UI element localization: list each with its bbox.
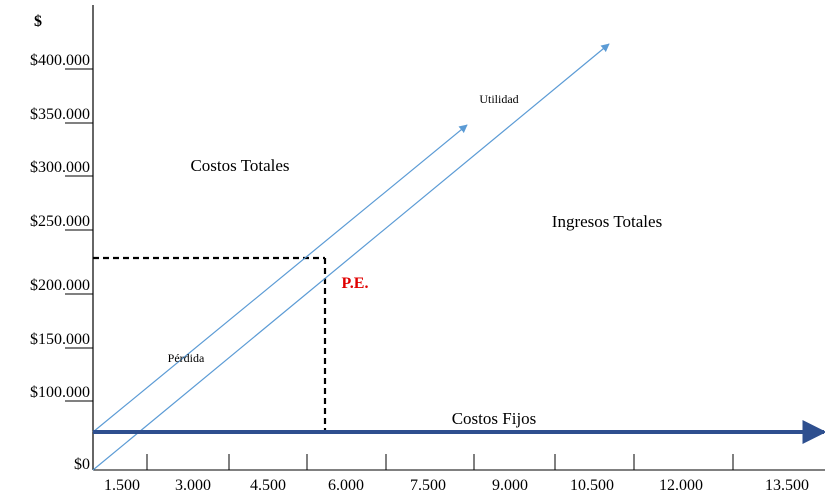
y-tick-label: $300.000 [30, 159, 90, 176]
y-tick-label: $400.000 [30, 52, 90, 69]
y-tick-label: $350.000 [30, 106, 90, 123]
x-ticks: 1.500 3.000 4.500 6.000 7.500 9.000 10.5… [104, 477, 809, 494]
costos-totales-label: Costos Totales [190, 156, 289, 175]
total-costs-line [92, 124, 468, 433]
x-tick-label: 1.500 [104, 477, 140, 494]
pe-label: P.E. [342, 275, 369, 292]
y-tick-label: $150.000 [30, 331, 90, 348]
x-tick-label: 13.500 [765, 477, 809, 494]
utilidad-label: Utilidad [479, 92, 518, 106]
x-tick-label: 4.500 [250, 477, 286, 494]
y-ticks: $0 $100.000 $150.000 $200.000 $250.000 $… [30, 52, 93, 473]
y-tick-label: $250.000 [30, 213, 90, 230]
x-tick-label: 10.500 [570, 477, 614, 494]
y-axis-label: $ [34, 13, 42, 30]
perdida-label: Pérdida [168, 351, 205, 365]
y-tick-label: $100.000 [30, 384, 90, 401]
y-tick-label: $0 [74, 456, 90, 473]
ingresos-totales-label: Ingresos Totales [552, 212, 662, 231]
y-tick-label: $200.000 [30, 277, 90, 294]
x-tick-label: 6.000 [328, 477, 364, 494]
x-tick-marks [146, 454, 734, 470]
x-tick-label: 3.000 [175, 477, 211, 494]
total-revenue-line [92, 43, 610, 471]
x-tick-label: 7.500 [410, 477, 446, 494]
x-tick-label: 9.000 [492, 477, 528, 494]
costos-fijos-label: Costos Fijos [452, 409, 537, 428]
x-tick-label: 12.000 [659, 477, 703, 494]
